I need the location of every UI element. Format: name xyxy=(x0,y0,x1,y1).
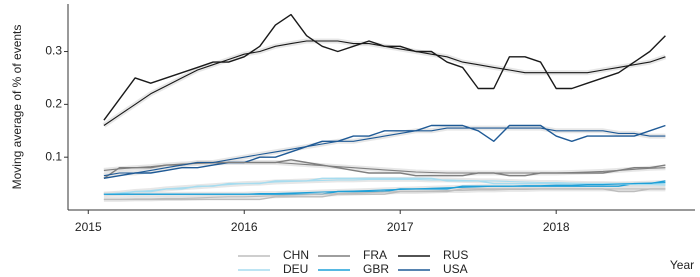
legend-label: USA xyxy=(443,262,468,276)
y-tick-label: 0.2 xyxy=(45,97,62,111)
y-axis-label: Moving average of % of events xyxy=(10,25,24,190)
trend-band xyxy=(102,38,667,128)
y-tick-label: 0.1 xyxy=(45,149,62,163)
trend-line xyxy=(103,188,666,200)
trend-line xyxy=(103,181,666,195)
trend-line xyxy=(103,161,666,174)
trend-line xyxy=(103,178,666,195)
trend-line xyxy=(103,127,666,177)
x-tick-label: 2015 xyxy=(75,220,102,234)
series-line xyxy=(103,13,666,121)
legend-label: DEU xyxy=(283,262,308,276)
legend-label: RUS xyxy=(443,248,468,262)
trend-line xyxy=(103,40,666,126)
y-tick-label: 0.3 xyxy=(45,44,62,58)
legend-label: CHN xyxy=(283,248,309,262)
x-tick-label: 2017 xyxy=(387,220,414,234)
x-tick-label: 2016 xyxy=(231,220,258,234)
x-axis-label: Year xyxy=(670,258,694,272)
series-line xyxy=(103,124,666,179)
legend-label: FRA xyxy=(363,248,387,262)
x-tick-label: 2018 xyxy=(543,220,570,234)
legend-label: GBR xyxy=(363,262,389,276)
